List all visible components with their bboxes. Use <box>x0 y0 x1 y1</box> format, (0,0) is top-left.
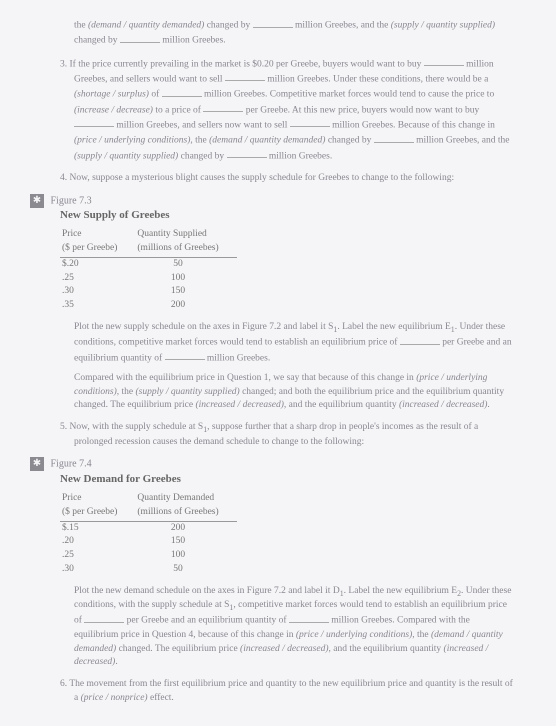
figure-7-4-label: Figure 7.4 <box>51 459 92 470</box>
question-6: 6. The movement from the first equilibri… <box>60 678 516 706</box>
supply-table: Price($ per Greebe) Quantity Supplied(mi… <box>60 228 237 313</box>
table-row: .25100 <box>60 272 237 286</box>
q4-number: 4. <box>60 173 67 183</box>
figure-7-4-heading: ✱ Figure 7.4 <box>60 457 516 472</box>
table-row: .25100 <box>60 549 237 563</box>
col-qty-supplied: Quantity Supplied(millions of Greebes) <box>135 228 236 257</box>
table-row: $.2050 <box>60 257 237 271</box>
demand-table: Price($ per Greebe) Quantity Demanded(mi… <box>60 492 237 577</box>
table-row: .30150 <box>60 285 237 299</box>
col-qty-demanded: Quantity Demanded(millions of Greebes) <box>135 492 236 521</box>
col-price: Price($ per Greebe) <box>60 492 135 521</box>
table-header-row: Price($ per Greebe) Quantity Demanded(mi… <box>60 492 237 521</box>
after-fig73-b: Compared with the equilibrium price in Q… <box>60 372 516 413</box>
question-3: 3. If the price currently prevailing in … <box>60 57 516 164</box>
question-4: 4. Now, suppose a mysterious blight caus… <box>60 172 516 186</box>
asterisk-icon: ✱ <box>30 457 44 471</box>
figure-7-3-heading: ✱ Figure 7.3 <box>60 194 516 209</box>
q4-text: Now, suppose a mysterious blight causes … <box>70 173 455 183</box>
after-fig74-a: Plot the new demand schedule on the axes… <box>60 585 516 670</box>
col-price: Price($ per Greebe) <box>60 228 135 257</box>
figure-7-3-label: Figure 7.3 <box>51 195 92 206</box>
table-header-row: Price($ per Greebe) Quantity Supplied(mi… <box>60 228 237 257</box>
table-row: $.15200 <box>60 521 237 535</box>
after-fig73-a: Plot the new supply schedule on the axes… <box>60 321 516 366</box>
table-row: .20150 <box>60 535 237 549</box>
figure-7-4-title: New Demand for Greebes <box>60 472 516 488</box>
table-row: .35200 <box>60 299 237 313</box>
q5-number: 5. <box>60 422 67 432</box>
q6-number: 6. <box>60 679 67 689</box>
q3-number: 3. <box>60 59 67 69</box>
intro-line: the (demand / quantity demanded) changed… <box>60 18 516 49</box>
asterisk-icon: ✱ <box>30 194 44 208</box>
page-content: the (demand / quantity demanded) changed… <box>0 0 556 726</box>
figure-7-3-title: New Supply of Greebes <box>60 208 516 224</box>
question-5: 5. Now, with the supply schedule at S1, … <box>60 421 516 449</box>
table-row: .3050 <box>60 563 237 577</box>
